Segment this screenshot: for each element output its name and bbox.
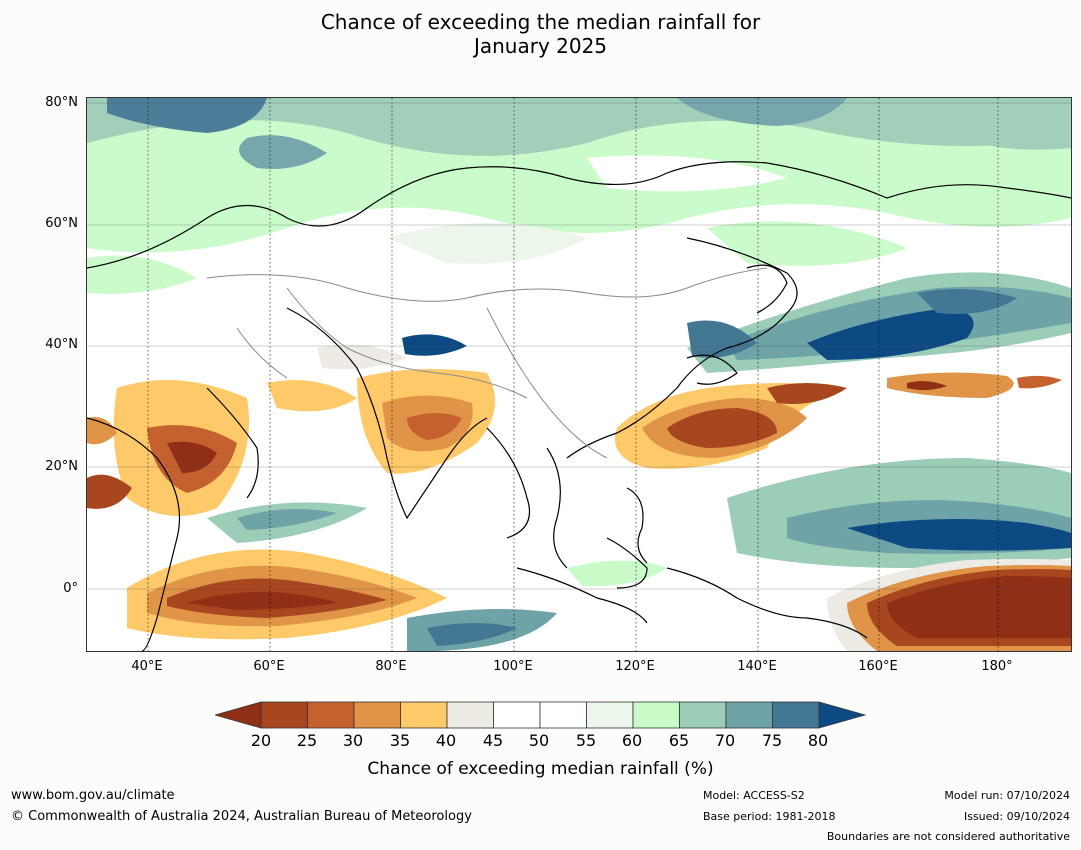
lon-label-80e: 80°E [375,659,407,674]
issued-text: Issued: 09/10/2024 [963,810,1070,823]
south-asia-dry-region [267,344,495,474]
colorbar-tick-80: 80 [807,731,829,750]
colorbar-cell-30-35 [353,701,401,729]
lat-label-40n: 40°N [45,337,78,352]
colorbar-tick-50: 50 [528,731,550,750]
model-run-text: Model run: 07/10/2024 [944,789,1070,802]
colorbar-tick-30: 30 [342,731,364,750]
colorbar-tick-35: 35 [389,731,411,750]
colorbar-cell-55-60 [586,701,634,729]
colorbar-cell-75-80 [772,701,820,729]
gridlines [147,98,999,651]
colorbar-cell-65-70 [679,701,727,729]
lon-label-120e: 120°E [615,659,655,674]
copyright-text: © Commonwealth of Australia 2024, Austra… [11,809,472,824]
colorbar-cell-35-40 [400,701,448,729]
colorbar-cell-45-50 [493,701,541,729]
colorbar-high-extend [818,701,867,729]
lat-label-80n: 80°N [45,95,78,110]
indian-ocean-dry-region [127,549,447,640]
lon-label-60e: 60°E [253,659,285,674]
colorbar-tick-60: 60 [621,731,643,750]
coastlines [87,161,1071,651]
colorbar [215,701,867,729]
colorbar-tick-70: 70 [714,731,736,750]
colorbar-cells [260,701,820,729]
colorbar-low-extend [215,701,262,729]
subtropical-dry-band [615,372,1062,469]
colorbar-tick-25: 25 [296,731,318,750]
lat-label-0: 0° [63,581,78,596]
colorbar-tick-65: 65 [668,731,690,750]
boundaries-note: Boundaries are not considered authoritat… [826,830,1070,843]
colorbar-cell-70-75 [725,701,773,729]
lon-label-160e: 160°E [858,659,898,674]
latitude-lines [87,102,1071,590]
lon-label-180: 180° [981,659,1013,674]
title-line-1: Chance of exceeding the median rainfall … [320,10,761,34]
colorbar-cell-60-65 [632,701,680,729]
equatorial-pacific-dry-region [827,559,1071,651]
equatorial-wet-band [207,458,1071,651]
colorbar-tick-45: 45 [482,731,504,750]
colorbar-tick-55: 55 [575,731,597,750]
website-link[interactable]: www.bom.gov.au/climate [11,788,175,803]
colorbar-cell-40-45 [446,701,494,729]
colorbar-tick-75: 75 [761,731,783,750]
colorbar-cell-50-55 [539,701,587,729]
lon-label-100e: 100°E [493,659,533,674]
lat-label-20n: 20°N [45,459,78,474]
lon-label-40e: 40°E [131,659,163,674]
map-canvas [87,98,1071,651]
map-title: Chance of exceeding the median rainfall … [0,10,1081,58]
lon-label-140e: 140°E [737,659,777,674]
arabia-dry-region [87,380,250,516]
rainfall-map [86,97,1072,652]
lat-label-60n: 60°N [45,216,78,231]
north-pacific-wet-region [402,272,1071,373]
colorbar-tick-40: 40 [435,731,457,750]
colorbar-tick-20: 20 [250,731,272,750]
northern-wet-band [87,98,1071,294]
title-line-2: January 2025 [473,34,608,58]
colorbar-title: Chance of exceeding median rainfall (%) [367,759,714,779]
country-boundaries [206,267,768,459]
colorbar-cell-20-25 [260,701,308,729]
colorbar-cell-25-30 [307,701,355,729]
base-period-text: Base period: 1981-2018 [703,810,836,823]
model-text: Model: ACCESS-S2 [703,789,805,802]
